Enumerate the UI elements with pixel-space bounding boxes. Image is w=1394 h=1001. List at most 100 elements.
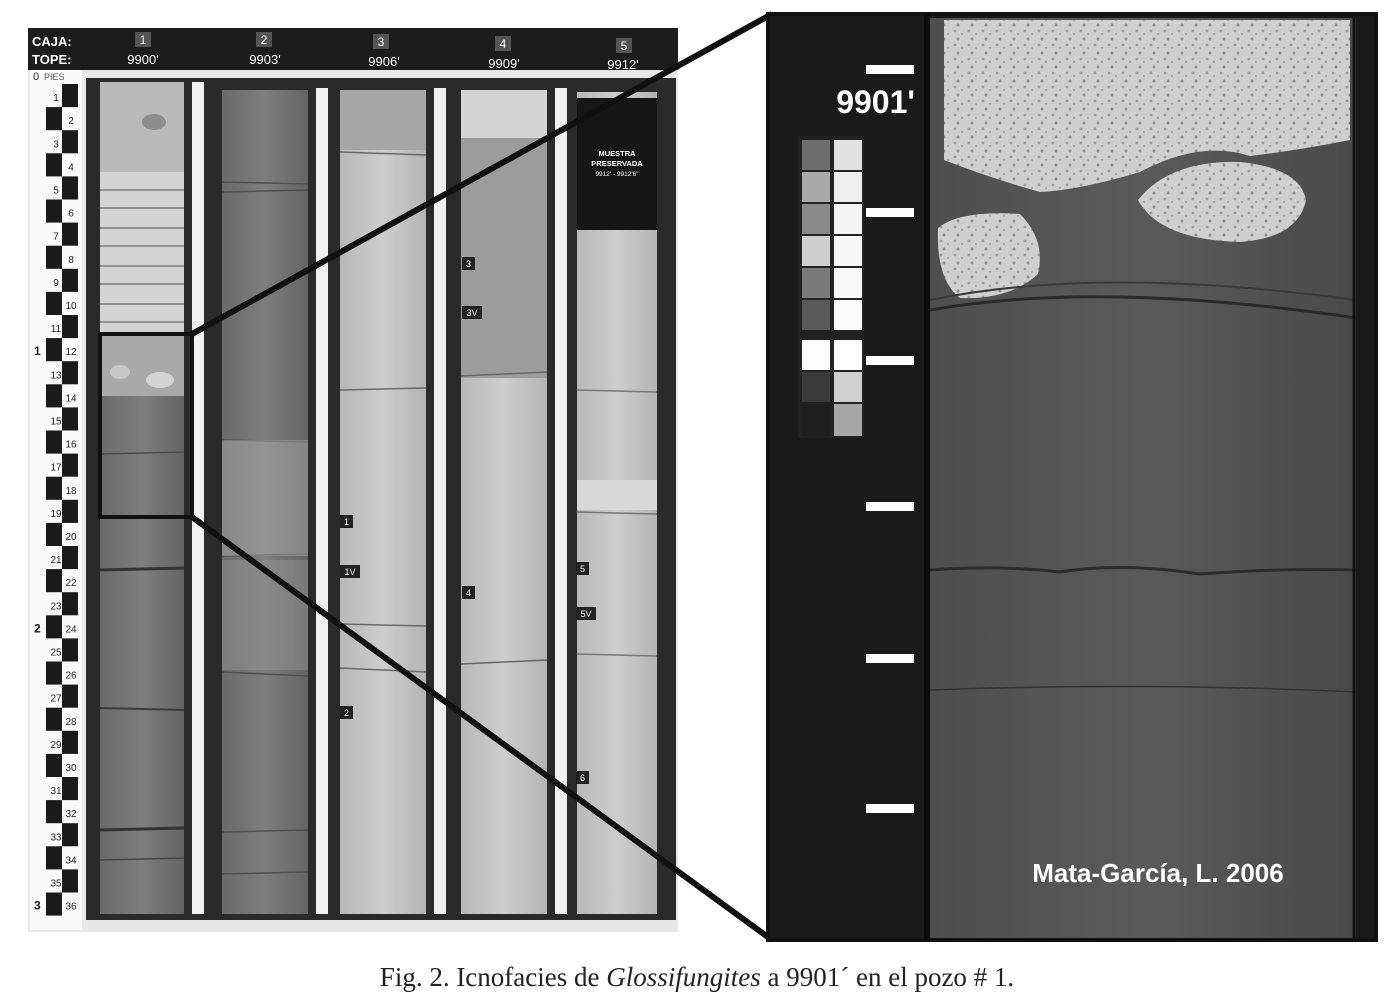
scale-cell (62, 823, 78, 847)
scale-cell (62, 638, 78, 662)
scale-cell (46, 892, 62, 916)
depth-scale: 0 PIES 123456789101112131415161718192021… (30, 70, 82, 930)
scale-cell (46, 430, 62, 454)
svg-text:3: 3 (378, 35, 385, 49)
scale-tick-label: 26 (65, 671, 77, 682)
photo-credit: Mata-García, L. 2006 (1032, 858, 1283, 888)
scale-cell (62, 684, 78, 708)
scale-tick-label: 4 (68, 162, 74, 173)
caption-species: Glossifungites (606, 962, 761, 992)
sample-tag: 3V (462, 306, 482, 319)
scale-tick-label: 36 (65, 902, 77, 913)
scale-tick-label: 3 (53, 139, 59, 150)
box-number-1: 1 (135, 32, 151, 47)
box-depth-2: 9903' (249, 52, 280, 67)
sample-tag: 2 (340, 706, 353, 719)
header-strip (28, 28, 678, 70)
sample-tag: 6 (576, 771, 589, 784)
scale-cell (62, 361, 78, 385)
svg-text:5: 5 (580, 564, 585, 574)
scale-zero: 0 (33, 71, 39, 83)
scale-cell (46, 199, 62, 223)
box-depth-1: 9900' (127, 52, 158, 67)
scale-cell (62, 546, 78, 570)
box-depth-5: 9912' (607, 57, 638, 72)
scale-cell (46, 707, 62, 731)
scale-tick-label: 32 (65, 809, 77, 820)
scale-tick-label: 18 (65, 486, 77, 497)
sample-tag: 4 (462, 586, 475, 599)
scale-tick-label: 13 (50, 370, 62, 381)
scale-cell (62, 222, 78, 246)
zoom-depth-label: 9901' (836, 84, 915, 120)
scale-tick-label: 31 (50, 786, 62, 797)
core-column-5: MUESTRA PRESERVADA 9912' - 9912'6" (576, 92, 658, 914)
svg-text:5V: 5V (580, 609, 591, 619)
caption-prefix: Fig. 2. Icnofacies de (379, 962, 607, 992)
scale-tick-label: 10 (65, 301, 77, 312)
scale-tick-label: 17 (50, 463, 62, 474)
scale-tick-label: 20 (65, 532, 77, 543)
scale-cell (62, 777, 78, 801)
box-number-4: 4 (495, 36, 511, 51)
scale-tick-label: 35 (50, 879, 62, 890)
preserved-sample-line2: PRESERVADA (591, 159, 643, 168)
preserved-sample-line1: MUESTRA (598, 149, 636, 158)
core-column-3 (339, 90, 427, 914)
scale-tick-label: 23 (50, 601, 62, 612)
scale-cell (46, 107, 62, 131)
scale-tick-label: 2 (68, 116, 74, 127)
scale-cell (46, 522, 62, 546)
scale-cell (62, 315, 78, 339)
scale-cell (62, 869, 78, 893)
scale-tick-label: 24 (65, 624, 77, 635)
scale-cell (46, 476, 62, 500)
box-depth-4: 9909' (488, 56, 519, 71)
scale-cell (46, 569, 62, 593)
svg-text:3: 3 (466, 259, 471, 269)
preserved-sample-line3: 9912' - 9912'6" (595, 171, 639, 178)
zoom-highlight-box (98, 332, 194, 519)
scale-tick-label: 25 (50, 648, 62, 659)
scale-cell (62, 176, 78, 200)
scale-tick-label: 16 (65, 440, 77, 451)
scale-tick-label: 8 (68, 255, 74, 266)
svg-text:2: 2 (344, 708, 349, 718)
svg-text:1V: 1V (344, 567, 355, 577)
sample-tag: 5 (576, 562, 589, 575)
top-label: TOPE: (32, 52, 72, 67)
scale-cell (62, 268, 78, 292)
box-label: CAJA: (32, 34, 72, 49)
scale-tick-label: 28 (65, 717, 77, 728)
scale-cell (46, 846, 62, 870)
figure-caption: Fig. 2. Icnofacies de Glossifungites a 9… (0, 962, 1394, 993)
scale-cell (46, 245, 62, 269)
scale-foot-label: 3 (34, 899, 41, 913)
scale-cell (46, 800, 62, 824)
core-column-1 (99, 82, 185, 914)
scale-tick-label: 6 (68, 209, 74, 220)
svg-text:2: 2 (261, 33, 268, 47)
scale-cell (46, 384, 62, 408)
scale-tick-label: 11 (51, 324, 62, 335)
scale-cell (62, 407, 78, 431)
scale-cell (46, 338, 62, 362)
box-number-3: 3 (373, 34, 389, 49)
sample-tag: 1V (340, 565, 360, 578)
preserved-sample-block (577, 98, 657, 230)
scale-tick-label: 34 (65, 855, 77, 866)
scale-cell (46, 615, 62, 639)
svg-text:6: 6 (580, 773, 585, 783)
scale-cell (46, 291, 62, 315)
scale-tick-label: 15 (50, 417, 62, 428)
box-number-5: 5 (616, 38, 632, 53)
scale-tick-label: 27 (50, 694, 62, 705)
svg-text:1: 1 (140, 33, 147, 47)
scale-tick-label: 12 (65, 347, 77, 358)
scale-tick-label: 7 (53, 232, 59, 243)
scale-tick-label: 14 (65, 393, 77, 404)
core-box-photo: CAJA: TOPE: 1 9900' 2 9903' 3 9906' 4 99… (28, 28, 678, 932)
scale-cell (62, 453, 78, 477)
scale-tick-label: 33 (50, 832, 62, 843)
